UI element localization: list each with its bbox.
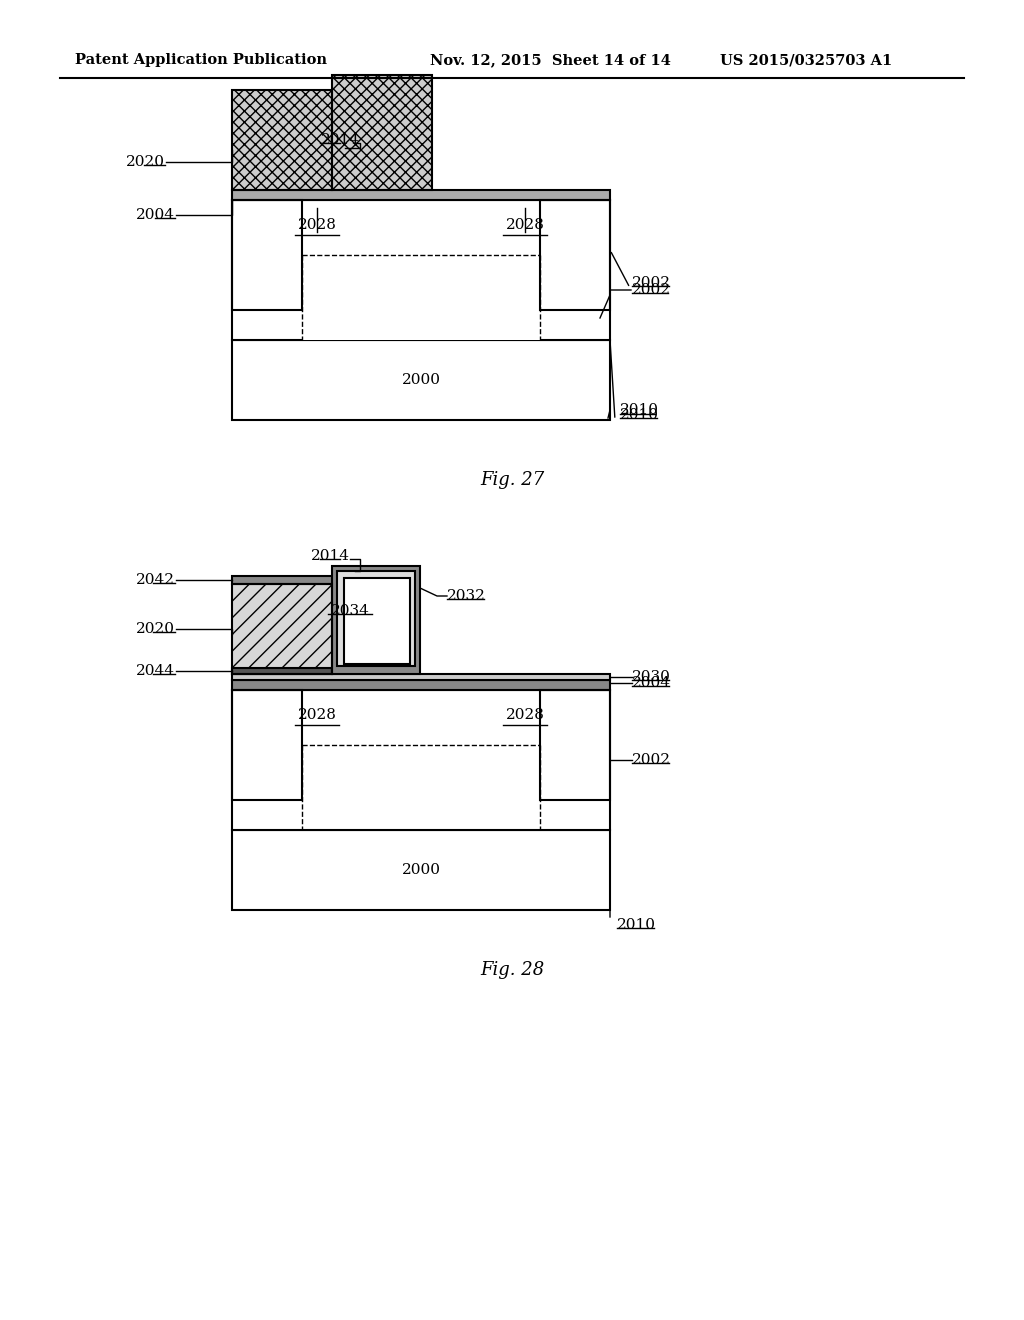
Text: 2042: 2042 <box>136 573 175 587</box>
Text: Fig. 28: Fig. 28 <box>480 961 544 979</box>
Bar <box>232 341 610 420</box>
Bar <box>332 75 432 190</box>
Text: 2010: 2010 <box>620 403 659 417</box>
Bar <box>540 690 610 800</box>
Text: 2010: 2010 <box>620 408 659 422</box>
Text: 2014: 2014 <box>321 133 359 147</box>
Text: 2004: 2004 <box>136 209 175 222</box>
Bar <box>344 578 410 664</box>
Text: 2044: 2044 <box>136 664 175 678</box>
Bar <box>232 583 332 675</box>
Bar <box>232 90 332 190</box>
Bar <box>232 583 332 675</box>
Bar <box>232 576 342 583</box>
Bar <box>232 668 332 675</box>
Bar <box>302 255 540 341</box>
Bar <box>332 566 420 675</box>
Bar <box>232 690 302 800</box>
Text: US 2015/0325703 A1: US 2015/0325703 A1 <box>720 53 892 67</box>
Text: 2000: 2000 <box>401 374 440 387</box>
Text: 2002: 2002 <box>632 282 671 297</box>
Text: 2020: 2020 <box>126 154 165 169</box>
Text: 2030: 2030 <box>632 671 671 684</box>
Text: 2002: 2002 <box>632 276 671 290</box>
Text: 2028: 2028 <box>298 708 337 722</box>
Bar <box>232 190 610 201</box>
Bar <box>232 690 302 800</box>
Text: Patent Application Publication: Patent Application Publication <box>75 53 327 67</box>
Bar <box>540 201 610 310</box>
Bar <box>540 201 610 310</box>
Bar <box>232 690 610 830</box>
Bar <box>232 680 610 690</box>
Text: Fig. 27: Fig. 27 <box>480 471 544 488</box>
Text: 2028: 2028 <box>506 708 545 722</box>
Text: 2004: 2004 <box>632 676 671 690</box>
Bar <box>332 75 432 190</box>
Text: 2020: 2020 <box>136 622 175 636</box>
Bar <box>232 90 332 190</box>
Text: 2010: 2010 <box>617 917 656 932</box>
Text: 2028: 2028 <box>298 218 337 232</box>
Bar <box>232 201 610 341</box>
Text: 2034: 2034 <box>331 605 370 618</box>
Bar <box>232 201 302 310</box>
Bar <box>232 830 610 909</box>
Text: 2032: 2032 <box>447 589 485 603</box>
Bar <box>337 572 415 667</box>
Text: 2000: 2000 <box>401 863 440 876</box>
Text: Nov. 12, 2015  Sheet 14 of 14: Nov. 12, 2015 Sheet 14 of 14 <box>430 53 671 67</box>
Text: 2028: 2028 <box>506 218 545 232</box>
Text: 2014: 2014 <box>310 549 349 564</box>
Text: 2002: 2002 <box>632 752 671 767</box>
Bar <box>232 201 302 310</box>
Bar <box>232 675 610 680</box>
Bar <box>540 690 610 800</box>
